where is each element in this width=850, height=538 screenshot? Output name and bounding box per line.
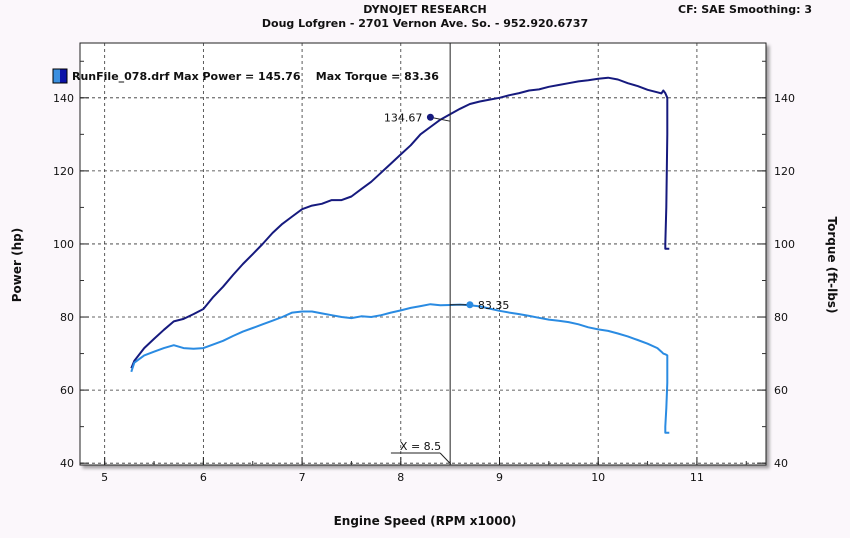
right-tick-label: 140 (774, 92, 795, 105)
legend-swatch-border (52, 68, 68, 84)
legend-swatch-light (53, 69, 60, 83)
right-tick-label: 40 (774, 457, 788, 470)
x-tick-label: 11 (690, 471, 704, 484)
left-tick-label: 80 (60, 311, 74, 324)
torque-annotation-marker (466, 301, 474, 309)
header-settings: CF: SAE Smoothing: 3 (678, 3, 812, 16)
left-tick-label: 100 (53, 238, 74, 251)
left-tick-label: 140 (53, 92, 74, 105)
right-tick-label: 120 (774, 165, 795, 178)
grid-lines (80, 43, 766, 465)
torque-series-line (130, 303, 670, 434)
right-tick-label: 60 (774, 384, 788, 397)
power-series-line (130, 76, 670, 369)
series-layer (130, 76, 670, 434)
cursor-layer[interactable]: X = 8.5 (390, 43, 452, 465)
plot-area (79, 42, 767, 466)
right-axis-ticks: 40 60 80 100 120 140 (757, 60, 795, 470)
right-tick-label: 100 (774, 238, 795, 251)
header-title: DYNOJET RESEARCH (363, 3, 487, 16)
left-axis-title: Power (hp) (10, 227, 24, 303)
power-annotation-marker (426, 113, 434, 121)
right-axis-title: Torque (ft-lbs) (825, 216, 839, 314)
x-tick-label: 6 (200, 471, 207, 484)
right-tick-label: 80 (774, 311, 788, 324)
legend: RunFile_078.drf Max Power = 145.76 Max T… (52, 68, 439, 84)
left-tick-label: 60 (60, 384, 74, 397)
power-annotation-label: 134.67 (384, 111, 423, 124)
legend-swatch-dark (60, 69, 67, 83)
x-tick-label: 7 (299, 471, 306, 484)
x-tick-label: 10 (591, 471, 605, 484)
x-axis-ticks: 5 6 7 8 9 10 11 (101, 457, 747, 484)
cursor-leader (439, 452, 452, 465)
x-axis-title: Engine Speed (RPM x1000) (333, 514, 517, 528)
left-axis-ticks: 40 60 80 100 120 140 (53, 60, 89, 470)
cursor-label: X = 8.5 (400, 440, 441, 453)
torque-annotation-label: 83.35 (478, 299, 510, 312)
annotation-layer: 134.67 83.35 (384, 111, 509, 312)
x-tick-label: 5 (101, 471, 108, 484)
left-tick-label: 120 (53, 165, 74, 178)
left-tick-label: 40 (60, 457, 74, 470)
header-subtitle: Doug Lofgren - 2701 Vernon Ave. So. - 95… (261, 17, 589, 30)
legend-text: RunFile_078.drf Max Power = 145.76 Max T… (72, 70, 439, 83)
x-tick-label: 9 (496, 471, 503, 484)
x-tick-label: 8 (397, 471, 404, 484)
